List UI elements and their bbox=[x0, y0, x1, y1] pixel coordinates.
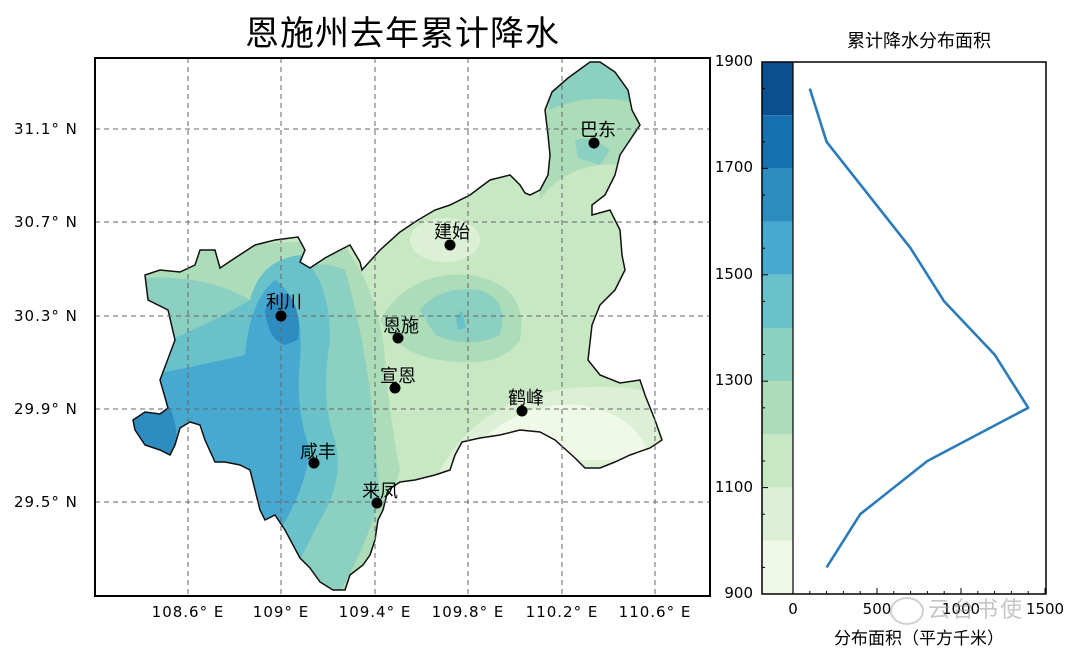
city-label-xuanen: 宣恩 bbox=[380, 366, 416, 387]
x-tick-500: 500 bbox=[862, 600, 892, 618]
lon-label-110-2: 110.2° E bbox=[525, 603, 599, 621]
watermark: 云台书使 bbox=[890, 592, 1024, 625]
wechat-icon bbox=[890, 597, 924, 625]
map-title: 恩施州去年累计降水 bbox=[245, 14, 560, 54]
city-label-badong: 巴东 bbox=[580, 120, 616, 141]
y-tick-1900: 1900 bbox=[714, 52, 753, 70]
city-marker-lichuan bbox=[275, 310, 287, 322]
area-chart-title: 累计降水分布面积 bbox=[847, 31, 991, 52]
x-tick-1500: 1500 bbox=[1025, 600, 1065, 618]
y-tick-1500: 1500 bbox=[714, 265, 753, 283]
watermark-text: 云台书使 bbox=[928, 598, 1025, 623]
lon-label-109-8: 109.8° E bbox=[431, 603, 505, 621]
lat-label-30-7: 30.7° N bbox=[14, 213, 78, 231]
city-marker-hefeng bbox=[516, 405, 528, 417]
lat-label-30-3: 30.3° N bbox=[14, 307, 78, 325]
x-axis-ticks bbox=[792, 588, 1046, 594]
city-markers bbox=[275, 137, 600, 509]
city-label-lichuan: 利川 bbox=[266, 292, 302, 313]
city-marker-xianfeng bbox=[308, 457, 320, 469]
lat-label-29-9: 29.9° N bbox=[14, 400, 78, 418]
map-gridlines bbox=[95, 58, 710, 596]
y-tick-900: 900 bbox=[724, 584, 753, 602]
lon-label-108-6: 108.6° E bbox=[151, 603, 225, 621]
city-marker-laifeng bbox=[371, 497, 383, 509]
city-label-xianfeng: 咸丰 bbox=[300, 442, 336, 463]
city-marker-xuanen bbox=[389, 382, 401, 394]
city-marker-enshi bbox=[392, 332, 404, 344]
city-label-hefeng: 鹤峰 bbox=[508, 388, 544, 409]
lon-label-109: 109° E bbox=[252, 603, 310, 621]
city-label-jianshi: 建始 bbox=[434, 222, 470, 243]
city-marker-jianshi bbox=[444, 239, 456, 251]
area-distribution-line bbox=[808, 88, 1030, 569]
map-frame bbox=[94, 57, 711, 597]
x-axis-title: 分布面积（平方千米） bbox=[834, 629, 1004, 649]
lon-label-110-6: 110.6° E bbox=[618, 603, 692, 621]
lon-label-109-4: 109.4° E bbox=[338, 603, 412, 621]
x-tick-1000: 1000 bbox=[941, 600, 981, 618]
y-axis-ticks bbox=[762, 61, 768, 595]
colorbar bbox=[762, 62, 793, 594]
lat-label-31-1: 31.1° N bbox=[14, 120, 78, 138]
city-marker-badong bbox=[588, 137, 600, 149]
city-label-laifeng: 来凤 bbox=[362, 481, 398, 502]
y-tick-1300: 1300 bbox=[714, 371, 753, 389]
area-chart-frame bbox=[761, 61, 1047, 595]
lat-label-29-5: 29.5° N bbox=[14, 493, 78, 511]
x-tick-0: 0 bbox=[788, 600, 798, 618]
y-tick-1700: 1700 bbox=[714, 158, 753, 176]
y-tick-1100: 1100 bbox=[714, 478, 753, 496]
city-label-enshi: 恩施 bbox=[383, 316, 419, 337]
